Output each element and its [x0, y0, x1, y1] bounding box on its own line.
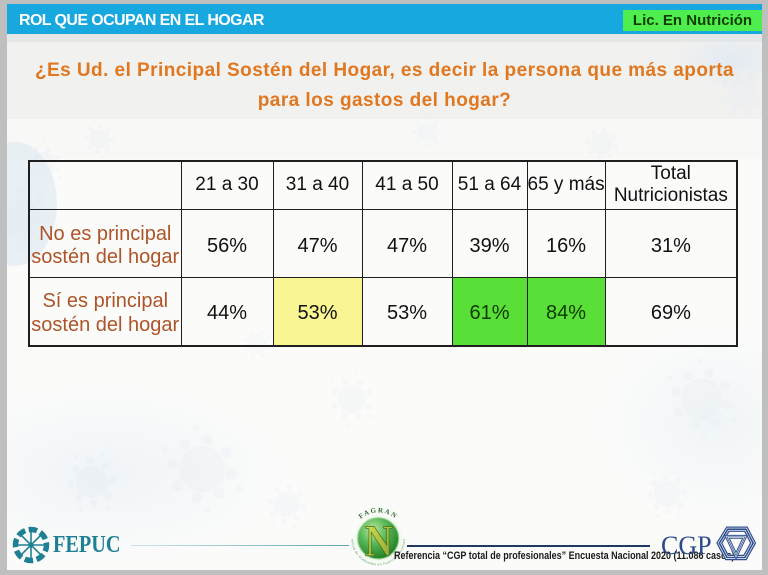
svg-text:N: N	[365, 516, 393, 565]
